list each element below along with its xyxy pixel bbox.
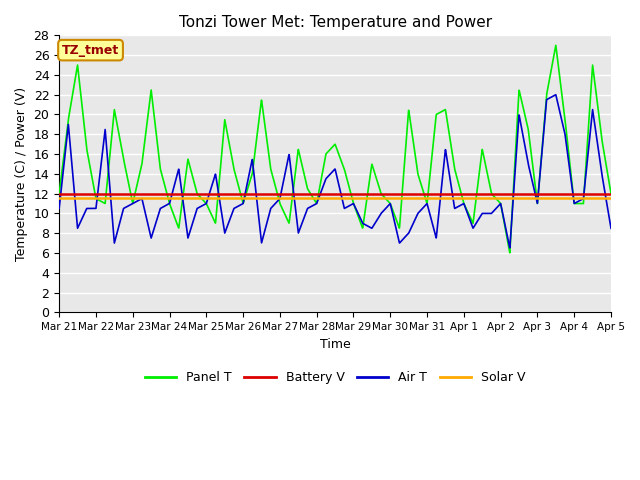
Text: TZ_tmet: TZ_tmet bbox=[62, 44, 119, 57]
Title: Tonzi Tower Met: Temperature and Power: Tonzi Tower Met: Temperature and Power bbox=[179, 15, 492, 30]
X-axis label: Time: Time bbox=[320, 337, 351, 351]
Legend: Panel T, Battery V, Air T, Solar V: Panel T, Battery V, Air T, Solar V bbox=[140, 366, 531, 389]
Y-axis label: Temperature (C) / Power (V): Temperature (C) / Power (V) bbox=[15, 87, 28, 261]
